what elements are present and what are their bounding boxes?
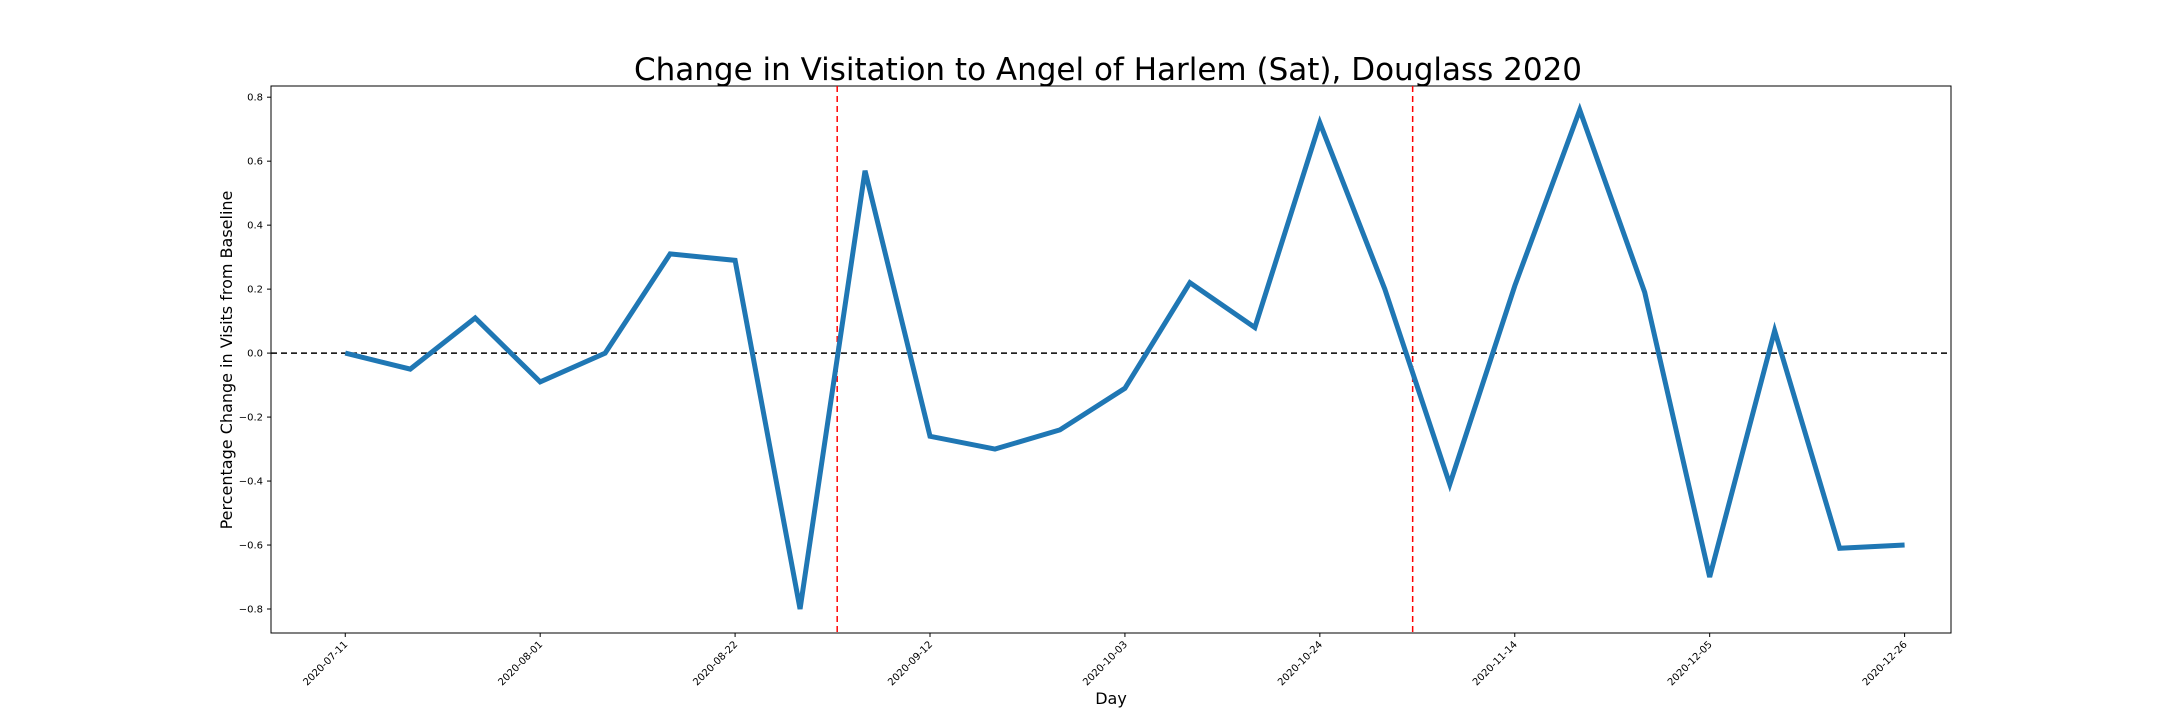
reference-lines [271,86,1951,633]
x-tick-label: 2020-08-01 [496,639,545,688]
x-axis-label: Day [1095,689,1127,708]
y-tick-label: −0.2 [239,413,263,424]
y-tick-label: −0.4 [239,477,263,488]
plot-area-frame [271,86,1951,633]
y-tick-label: −0.8 [239,605,263,616]
y-tick-label: 0.6 [247,157,263,168]
series-layer [345,110,1904,609]
x-tick-label: 2020-08-22 [691,639,740,688]
series-line-0 [345,110,1904,609]
x-tick-label: 2020-12-26 [1861,639,1910,688]
y-axis-label: Percentage Change in Visits from Baselin… [217,191,236,530]
y-tick-label: 0.2 [247,285,263,296]
x-tick-label: 2020-09-12 [886,639,935,688]
y-tick-label: 0.8 [247,93,263,104]
chart-title: Change in Visitation to Angel of Harlem … [634,52,1582,88]
y-tick-label: 0.0 [247,349,263,360]
x-tick-label: 2020-10-24 [1276,639,1325,688]
x-tick-label: 2020-10-03 [1081,639,1130,688]
x-tick-label: 2020-07-11 [301,639,350,688]
y-tick-label: 0.4 [247,221,263,232]
y-axis: 0.8 0.6 0.4 0.2 0.0 −0.2 −0.4 −0.6 −0.8 [239,93,271,616]
x-tick-label: 2020-12-05 [1666,639,1715,688]
y-tick-label: −0.6 [239,541,263,552]
x-tick-label: 2020-11-14 [1471,639,1520,688]
x-axis: 2020-07-11 2020-08-01 2020-08-22 2020-09-12… [301,633,1909,688]
